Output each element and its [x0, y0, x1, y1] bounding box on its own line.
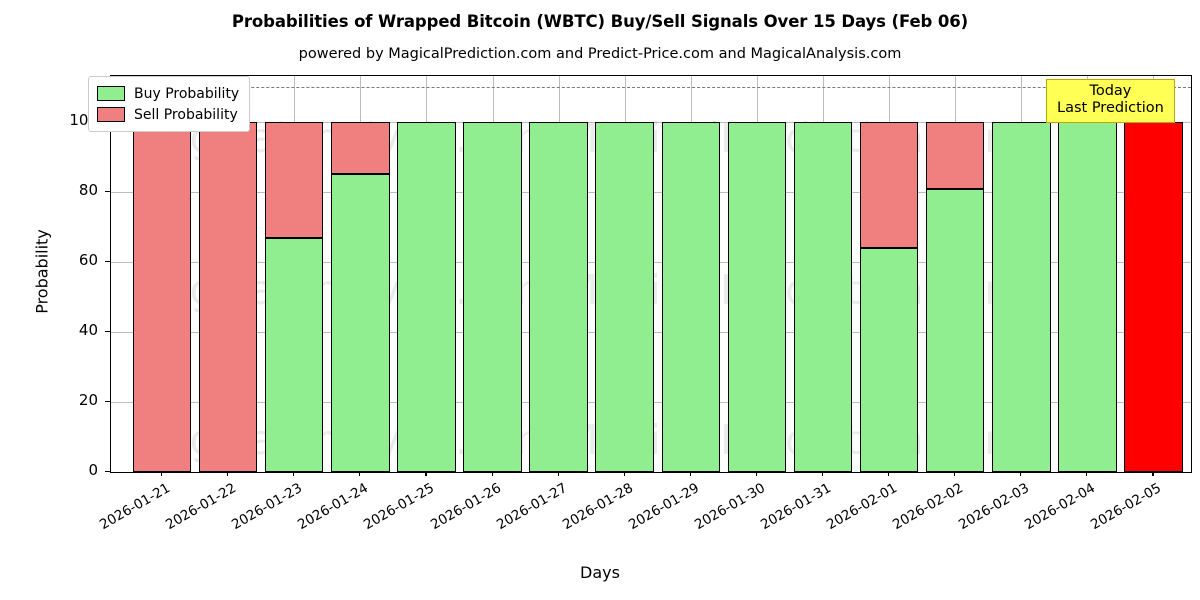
bar-group[interactable] — [992, 76, 1051, 472]
bar-group[interactable] — [529, 76, 588, 472]
x-tick-mark — [1020, 471, 1022, 476]
bar-group[interactable] — [265, 76, 324, 472]
reference-dashed-line — [111, 86, 1191, 88]
x-tick-mark — [822, 471, 824, 476]
bar-segment-buy[interactable] — [265, 238, 324, 472]
bar-segment-buy[interactable] — [661, 121, 721, 472]
x-tick-mark — [755, 471, 757, 476]
bar-segment-buy[interactable] — [859, 247, 919, 472]
bar-segment-sell[interactable] — [331, 121, 390, 175]
bar-segment-buy[interactable] — [793, 121, 853, 472]
x-tick-mark — [623, 471, 625, 476]
legend-item-sell[interactable]: Sell Probability — [97, 104, 239, 125]
y-tick-label: 100 — [69, 110, 98, 129]
y-tick-label: 20 — [78, 390, 98, 409]
chart-legend[interactable]: Buy Probability Sell Probability — [88, 76, 251, 132]
bar-segment-sell[interactable] — [132, 121, 192, 472]
plot-inner: MagicalAnalysis.comMagicalPrediction.com… — [111, 76, 1191, 472]
today-annotation-line2: Last Prediction — [1057, 100, 1164, 117]
bar-group[interactable] — [132, 76, 192, 472]
bar-segment-sell[interactable] — [925, 121, 985, 189]
bar-group[interactable] — [661, 76, 721, 472]
x-tick-mark — [1086, 471, 1088, 476]
chart-subtitle: powered by MagicalPrediction.com and Pre… — [298, 46, 902, 62]
bar-segment-buy[interactable] — [727, 121, 787, 472]
y-tick-label: 0 — [88, 461, 98, 479]
y-tick-mark — [105, 190, 110, 192]
y-tick-mark — [105, 260, 110, 262]
x-tick-mark — [1152, 471, 1154, 476]
y-axis-label: Probability — [32, 229, 52, 314]
bar-group[interactable] — [397, 76, 456, 472]
legend-swatch-buy-icon — [97, 86, 125, 101]
bar-segment-sell[interactable] — [265, 121, 324, 239]
y-tick-label: 40 — [78, 320, 98, 339]
y-tick-mark — [105, 471, 110, 473]
bar-segment-buy[interactable] — [992, 121, 1051, 472]
y-tick-mark — [105, 330, 110, 332]
bar-segment-today[interactable] — [1124, 121, 1183, 472]
bar-group[interactable] — [925, 76, 985, 472]
bar-group[interactable] — [198, 76, 258, 472]
bar-segment-buy[interactable] — [1058, 121, 1117, 472]
x-tick-mark — [557, 471, 559, 476]
legend-label-buy: Buy Probability — [134, 85, 240, 102]
x-tick-mark — [954, 471, 956, 476]
bar-segment-buy[interactable] — [397, 121, 456, 472]
x-axis-label: Days — [580, 563, 620, 582]
legend-item-buy[interactable]: Buy Probability — [97, 83, 239, 104]
today-annotation: Today Last Prediction — [1046, 79, 1175, 124]
x-tick-mark — [491, 471, 493, 476]
bar-segment-sell[interactable] — [198, 121, 258, 472]
bar-group[interactable] — [793, 76, 853, 472]
bar-group[interactable] — [331, 76, 390, 472]
y-tick-label: 60 — [78, 250, 98, 269]
bar-group[interactable] — [595, 76, 654, 472]
bar-group[interactable] — [463, 76, 522, 472]
legend-swatch-sell-icon — [97, 107, 125, 122]
bar-segment-buy[interactable] — [595, 121, 654, 472]
bar-group[interactable] — [1058, 76, 1117, 472]
bar-segment-buy[interactable] — [925, 188, 985, 472]
bar-group[interactable] — [727, 76, 787, 472]
y-tick-label: 80 — [78, 180, 98, 199]
legend-label-sell: Sell Probability — [134, 106, 238, 123]
x-tick-mark — [425, 471, 427, 476]
bar-segment-sell[interactable] — [859, 121, 919, 248]
bar-group[interactable] — [1124, 76, 1183, 472]
chart-title: Probabilities of Wrapped Bitcoin (WBTC) … — [231, 12, 969, 31]
x-tick-mark — [293, 471, 295, 476]
x-tick-mark — [888, 471, 890, 476]
plot-area: MagicalAnalysis.comMagicalPrediction.com… — [110, 75, 1192, 473]
x-tick-mark — [359, 471, 361, 476]
bar-segment-buy[interactable] — [529, 121, 588, 472]
bar-segment-buy[interactable] — [463, 121, 522, 472]
bar-group[interactable] — [859, 76, 919, 472]
today-annotation-line1: Today — [1089, 83, 1132, 99]
y-tick-mark — [105, 400, 110, 402]
bar-segment-buy[interactable] — [331, 174, 390, 472]
x-tick-mark — [161, 471, 163, 476]
x-tick-mark — [227, 471, 229, 476]
x-tick-mark — [689, 471, 691, 476]
